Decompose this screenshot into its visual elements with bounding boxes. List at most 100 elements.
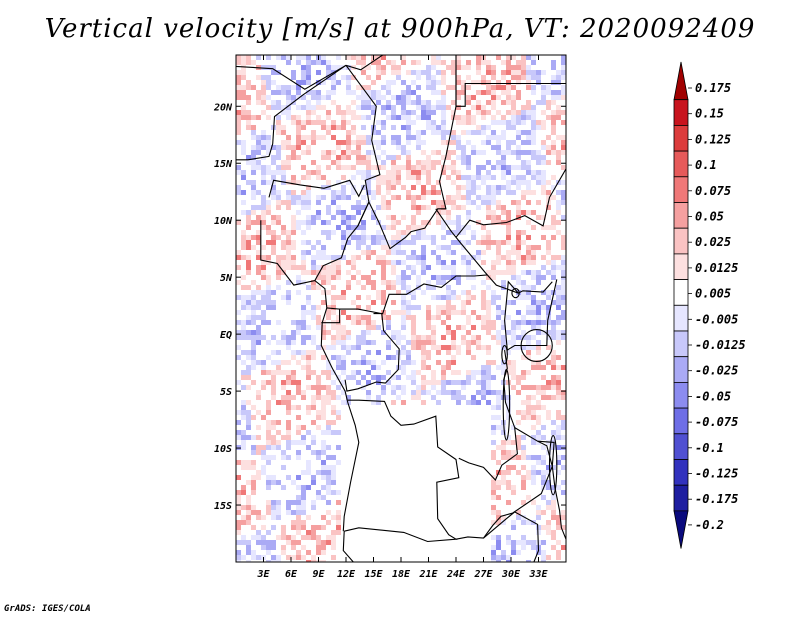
heatmap-cell bbox=[331, 255, 336, 260]
heatmap-cell bbox=[561, 190, 566, 195]
heatmap-cell bbox=[516, 550, 521, 555]
heatmap-cell bbox=[506, 435, 511, 440]
heatmap-cell bbox=[276, 270, 281, 275]
heatmap-cell bbox=[406, 125, 411, 130]
heatmap-cell bbox=[376, 155, 381, 160]
heatmap-cell bbox=[416, 60, 421, 65]
heatmap-cell bbox=[466, 100, 471, 105]
heatmap-cell bbox=[511, 85, 516, 90]
heatmap-cell bbox=[251, 180, 256, 185]
heatmap-cell bbox=[276, 445, 281, 450]
heatmap-cell bbox=[451, 180, 456, 185]
heatmap-cell bbox=[286, 395, 291, 400]
heatmap-cell bbox=[501, 455, 506, 460]
heatmap-cell bbox=[361, 220, 366, 225]
heatmap-cell bbox=[306, 560, 311, 562]
heatmap-cell bbox=[326, 445, 331, 450]
heatmap-cell bbox=[251, 135, 256, 140]
heatmap-cell bbox=[381, 235, 386, 240]
heatmap-cell bbox=[386, 85, 391, 90]
heatmap-cell bbox=[441, 295, 446, 300]
heatmap-cell bbox=[401, 100, 406, 105]
heatmap-cell bbox=[406, 315, 411, 320]
heatmap-cell bbox=[561, 515, 566, 520]
heatmap-cell bbox=[556, 435, 561, 440]
heatmap-cell bbox=[301, 140, 306, 145]
heatmap-cell bbox=[536, 180, 541, 185]
heatmap-cell bbox=[451, 70, 456, 75]
heatmap-cell bbox=[341, 155, 346, 160]
heatmap-cell bbox=[461, 230, 466, 235]
border-line bbox=[456, 82, 566, 107]
heatmap-cell bbox=[521, 180, 526, 185]
heatmap-cell bbox=[291, 120, 296, 125]
heatmap-cell bbox=[306, 470, 311, 475]
heatmap-cell bbox=[481, 280, 486, 285]
heatmap-cell bbox=[291, 340, 296, 345]
heatmap-cell bbox=[486, 245, 491, 250]
heatmap-cell bbox=[511, 370, 516, 375]
heatmap-cell bbox=[531, 285, 536, 290]
heatmap-cell bbox=[506, 230, 511, 235]
heatmap-cell bbox=[546, 525, 551, 530]
heatmap-cell bbox=[351, 165, 356, 170]
heatmap-cell bbox=[386, 185, 391, 190]
heatmap-cell bbox=[496, 140, 501, 145]
heatmap-cell bbox=[266, 300, 271, 305]
heatmap-cell bbox=[291, 520, 296, 525]
heatmap-cell bbox=[331, 395, 336, 400]
heatmap-cell bbox=[516, 455, 521, 460]
heatmap-cell bbox=[261, 360, 266, 365]
heatmap-cell bbox=[246, 495, 251, 500]
heatmap-cell bbox=[461, 255, 466, 260]
heatmap-cell bbox=[451, 230, 456, 235]
heatmap-cell bbox=[316, 270, 321, 275]
heatmap-cell bbox=[356, 200, 361, 205]
heatmap-cell bbox=[431, 130, 436, 135]
heatmap-cell bbox=[441, 320, 446, 325]
heatmap-cell bbox=[551, 120, 556, 125]
heatmap-cell bbox=[251, 280, 256, 285]
heatmap-cell bbox=[556, 300, 561, 305]
heatmap-cell bbox=[516, 110, 521, 115]
heatmap-cell bbox=[406, 70, 411, 75]
heatmap-cell bbox=[266, 165, 271, 170]
heatmap-cell bbox=[291, 480, 296, 485]
heatmap-cell bbox=[281, 105, 286, 110]
heatmap-cell bbox=[281, 435, 286, 440]
heatmap-cell bbox=[351, 360, 356, 365]
heatmap-cell bbox=[316, 250, 321, 255]
heatmap-cell bbox=[541, 475, 546, 480]
heatmap-cell bbox=[561, 140, 566, 145]
x-tick-label: 33E bbox=[528, 569, 548, 580]
heatmap-cell bbox=[326, 375, 331, 380]
heatmap-cell bbox=[321, 345, 326, 350]
heatmap-cell bbox=[501, 135, 506, 140]
heatmap-cell bbox=[266, 425, 271, 430]
heatmap-cell bbox=[536, 305, 541, 310]
heatmap-cell bbox=[466, 380, 471, 385]
heatmap-cell bbox=[236, 110, 241, 115]
heatmap-cell bbox=[366, 105, 371, 110]
heatmap-cell bbox=[371, 375, 376, 380]
heatmap-cell bbox=[341, 345, 346, 350]
heatmap-cell bbox=[311, 335, 316, 340]
heatmap-cell bbox=[311, 265, 316, 270]
heatmap-cell bbox=[546, 250, 551, 255]
heatmap-cell bbox=[416, 260, 421, 265]
heatmap-cell bbox=[451, 65, 456, 70]
heatmap-cell bbox=[411, 360, 416, 365]
heatmap-cell bbox=[501, 345, 506, 350]
heatmap-cell bbox=[256, 530, 261, 535]
heatmap-cell bbox=[371, 95, 376, 100]
heatmap-cell bbox=[271, 445, 276, 450]
heatmap-cell bbox=[476, 125, 481, 130]
heatmap-cell bbox=[396, 180, 401, 185]
heatmap-cell bbox=[241, 150, 246, 155]
heatmap-cell bbox=[481, 305, 486, 310]
heatmap-cell bbox=[556, 265, 561, 270]
heatmap-cell bbox=[461, 130, 466, 135]
heatmap-cell bbox=[551, 185, 556, 190]
heatmap-cell bbox=[501, 340, 506, 345]
heatmap-cell bbox=[361, 375, 366, 380]
